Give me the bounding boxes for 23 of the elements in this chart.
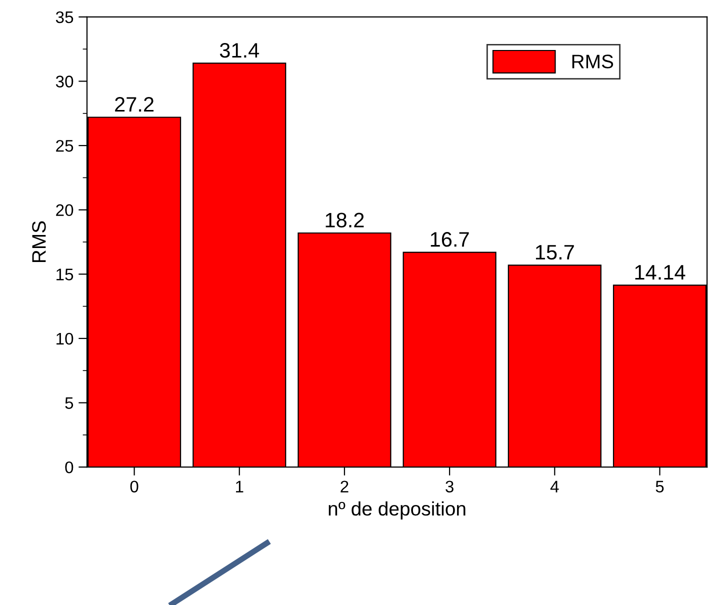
x-tick-label: 0 [130, 480, 138, 492]
data-label: 31.4 [220, 42, 260, 58]
y-tick-label: 10 [56, 332, 74, 345]
x-tick-label: 4 [550, 480, 559, 492]
y-tick-label: 0 [65, 461, 74, 474]
data-label: 14.14 [635, 265, 686, 280]
y-tick-label: 30 [56, 76, 74, 88]
data-label: 18.2 [326, 212, 364, 228]
data-label: 16.7 [430, 232, 469, 247]
legend-label: RMS [572, 54, 614, 68]
y-tick-label: 5 [65, 397, 74, 409]
y-tick-label: 20 [56, 204, 74, 216]
x-tick-label: 5 [656, 480, 664, 492]
x-tick-label: 3 [446, 480, 454, 492]
y-tick-label: 25 [56, 140, 74, 152]
y-tick-label: 15 [56, 268, 74, 280]
x-tick-label: 2 [340, 480, 348, 492]
y-tick-label: 35 [56, 11, 74, 24]
x-tick-label: 1 [236, 480, 244, 492]
data-label: 27.2 [115, 96, 154, 112]
x-axis-title: nº de deposition [328, 501, 466, 520]
y-axis-title: RMS [32, 221, 46, 262]
data-label: 15.7 [536, 245, 574, 260]
